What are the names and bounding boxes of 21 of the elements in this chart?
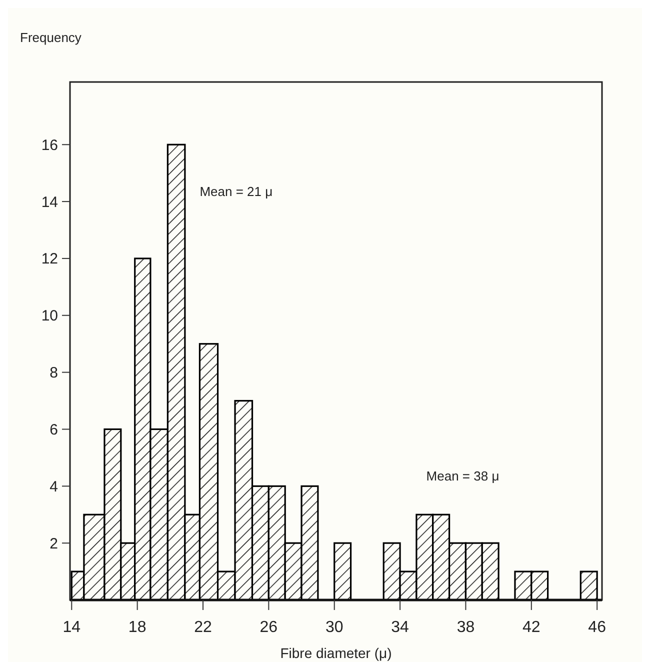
x-tick-label: 26 (260, 619, 278, 636)
x-tick-label: 22 (194, 619, 212, 636)
y-tick-label: 10 (41, 308, 58, 325)
y-tick-label: 8 (50, 364, 58, 382)
y-axis-title: Frequency (20, 30, 82, 45)
x-tick-label: 42 (522, 619, 540, 636)
y-tick-label: 14 (41, 194, 58, 211)
x-tick-label: 38 (456, 619, 475, 636)
x-tick-label: 34 (391, 619, 410, 636)
y-tick-label: 12 (41, 250, 58, 268)
x-tick-label: 14 (62, 619, 81, 636)
x-tick-label: 30 (325, 619, 344, 636)
y-tick-label: 16 (41, 136, 58, 154)
x-tick-label: 18 (128, 619, 146, 636)
y-tick-label: 4 (50, 478, 58, 496)
y-tick-label: 6 (50, 421, 58, 438)
annotation: Mean = 21 μ (200, 184, 273, 199)
annotation: Mean = 38 μ (426, 468, 500, 484)
x-axis-title: Fibre diameter (μ) (280, 645, 392, 661)
x-tick-label: 46 (588, 619, 606, 636)
y-tick-label: 2 (50, 535, 58, 552)
